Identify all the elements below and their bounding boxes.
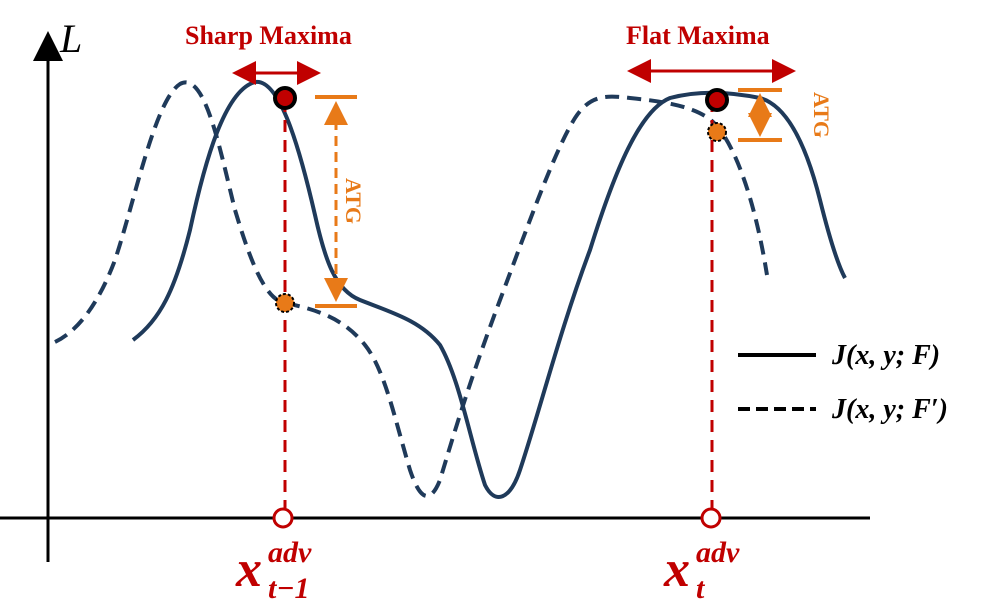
right-shifted-point	[707, 122, 727, 142]
flat-maxima-label: Flat Maxima	[626, 21, 770, 50]
solid-loss-curve	[131, 79, 847, 499]
x-right-sub: t	[696, 572, 706, 605]
x-right-sup: adv	[696, 536, 740, 569]
x-right-axis-point	[700, 507, 722, 529]
x-right-label: x adv t	[663, 536, 740, 605]
x-left-main: x	[235, 541, 262, 598]
x-left-sub: t−1	[268, 572, 310, 605]
atg-left-label: ATG	[341, 178, 366, 224]
legend-dashed-label: J(x, y; F′)	[831, 394, 948, 425]
right-maxima-point	[705, 88, 729, 112]
x-left-sup: adv	[268, 536, 312, 569]
x-left-axis-point	[272, 507, 294, 529]
x-right-main: x	[663, 541, 690, 598]
left-shifted-point	[275, 293, 295, 313]
dashed-loss-curve	[54, 80, 769, 498]
atg-right-label: ATG	[809, 92, 834, 138]
x-left-label: x adv t−1	[235, 536, 312, 605]
left-maxima-point	[273, 86, 297, 110]
sharp-maxima-label: Sharp Maxima	[185, 21, 352, 50]
legend-solid-label: J(x, y; F)	[831, 340, 940, 371]
y-axis-label: L	[59, 16, 82, 61]
